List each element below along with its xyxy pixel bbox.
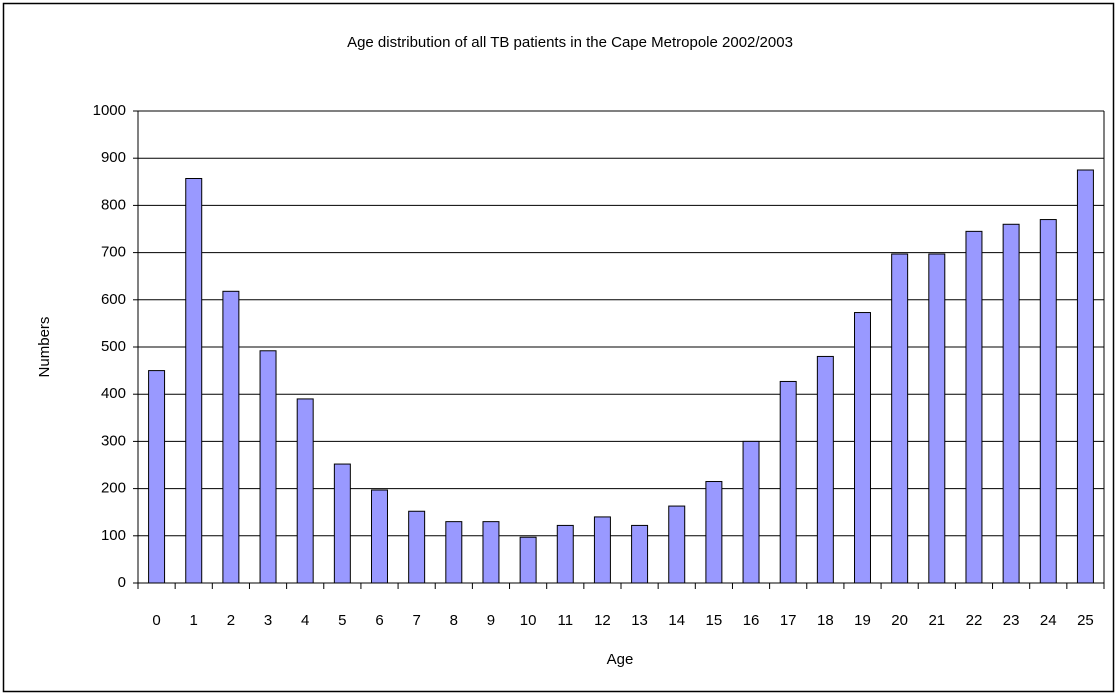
y-tick-label: 600 [101, 291, 126, 308]
y-tick-label: 400 [101, 385, 126, 402]
y-tick-label: 700 [101, 244, 126, 261]
bar [482, 521, 500, 584]
bar [259, 350, 277, 584]
x-tick-label: 1 [190, 612, 198, 629]
x-tick-label: 9 [487, 612, 495, 629]
x-tick-label: 22 [966, 612, 983, 629]
x-tick-label: 17 [780, 612, 797, 629]
bar [445, 521, 463, 584]
x-tick-label: 19 [854, 612, 871, 629]
x-tick-label: 15 [706, 612, 723, 629]
x-tick-label: 0 [152, 612, 160, 629]
bar [928, 253, 946, 584]
y-tick-label: 200 [101, 480, 126, 497]
x-tick-label: 14 [668, 612, 685, 629]
x-tick-label: 5 [338, 612, 346, 629]
x-tick-label: 24 [1040, 612, 1057, 629]
bar [1076, 169, 1094, 584]
bar [1039, 219, 1057, 584]
bar [593, 516, 611, 584]
bar [222, 290, 240, 584]
x-tick-label: 21 [928, 612, 945, 629]
x-tick-label: 16 [743, 612, 760, 629]
y-tick-label: 800 [101, 196, 126, 213]
bar [816, 355, 834, 584]
y-tick-label: 500 [101, 338, 126, 355]
y-tick-label: 1000 [93, 102, 126, 119]
x-tick-label: 18 [817, 612, 834, 629]
bar [408, 510, 426, 584]
y-tick-label: 100 [101, 527, 126, 544]
x-tick-label: 3 [264, 612, 272, 629]
bar [296, 398, 314, 584]
x-tick-label: 10 [520, 612, 537, 629]
bar [854, 312, 871, 584]
x-tick-label: 13 [631, 612, 648, 629]
y-axis-label: Numbers [36, 317, 53, 378]
bar [1002, 223, 1020, 584]
bar [371, 489, 388, 584]
bar [668, 505, 686, 584]
x-tick-label: 2 [227, 612, 235, 629]
x-tick-label: 23 [1003, 612, 1020, 629]
y-tick-label: 900 [101, 149, 126, 166]
x-tick-label: 6 [375, 612, 383, 629]
bar [891, 253, 909, 584]
bar [779, 380, 797, 584]
x-tick-label: 7 [412, 612, 420, 629]
y-tick-label: 300 [101, 432, 126, 449]
bar [519, 536, 537, 584]
bar [556, 524, 574, 584]
bar [185, 177, 203, 584]
x-tick-label: 11 [557, 612, 573, 629]
x-tick-label: 8 [450, 612, 458, 629]
x-axis-label: Age [607, 651, 634, 668]
chart-title: Age distribution of all TB patients in t… [347, 34, 793, 51]
y-tick-label: 0 [118, 574, 126, 591]
x-tick-label: 20 [891, 612, 908, 629]
x-tick-label: 25 [1077, 612, 1094, 629]
bar [742, 440, 760, 584]
bar [333, 463, 351, 584]
bar [705, 481, 723, 584]
x-tick-label: 4 [301, 612, 309, 629]
bar [148, 370, 166, 584]
bar [965, 230, 983, 584]
x-tick-label: 12 [594, 612, 611, 629]
bar [631, 524, 649, 584]
